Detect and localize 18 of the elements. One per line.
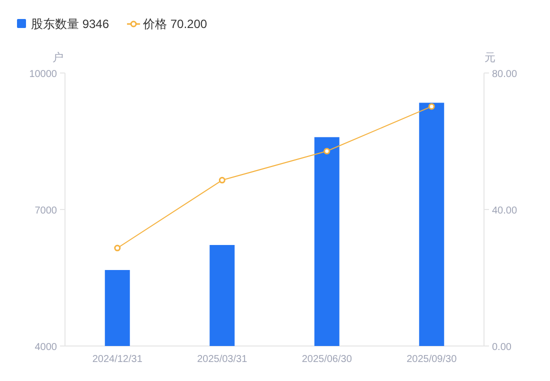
point (428, 103, 435, 110)
y-axis-title: 户 (52, 51, 64, 64)
x-tick-label: 2024/12/31 (92, 354, 143, 365)
y2-tick-label: 40.00 (492, 206, 518, 216)
x-tick-label: 2025/03/31 (197, 354, 248, 365)
legend-label: 股东数量 9346 (31, 17, 110, 31)
x-tick-label: 2025/06/30 (302, 354, 352, 365)
y-tick-label: 10000 (29, 69, 58, 80)
point (324, 148, 330, 154)
point (114, 244, 121, 252)
point (218, 176, 226, 184)
y2-tick-label: 80.00 (492, 69, 518, 80)
y-tick-label: 7000 (34, 206, 58, 216)
y2-axis-title: 元 (484, 52, 496, 64)
x-tick-label: 2025/09/30 (406, 354, 458, 365)
y2-tick-label: 0.00 (492, 342, 512, 353)
legend-label: 价格 70.200 (142, 17, 208, 31)
y-tick-label: 4000 (34, 342, 58, 353)
